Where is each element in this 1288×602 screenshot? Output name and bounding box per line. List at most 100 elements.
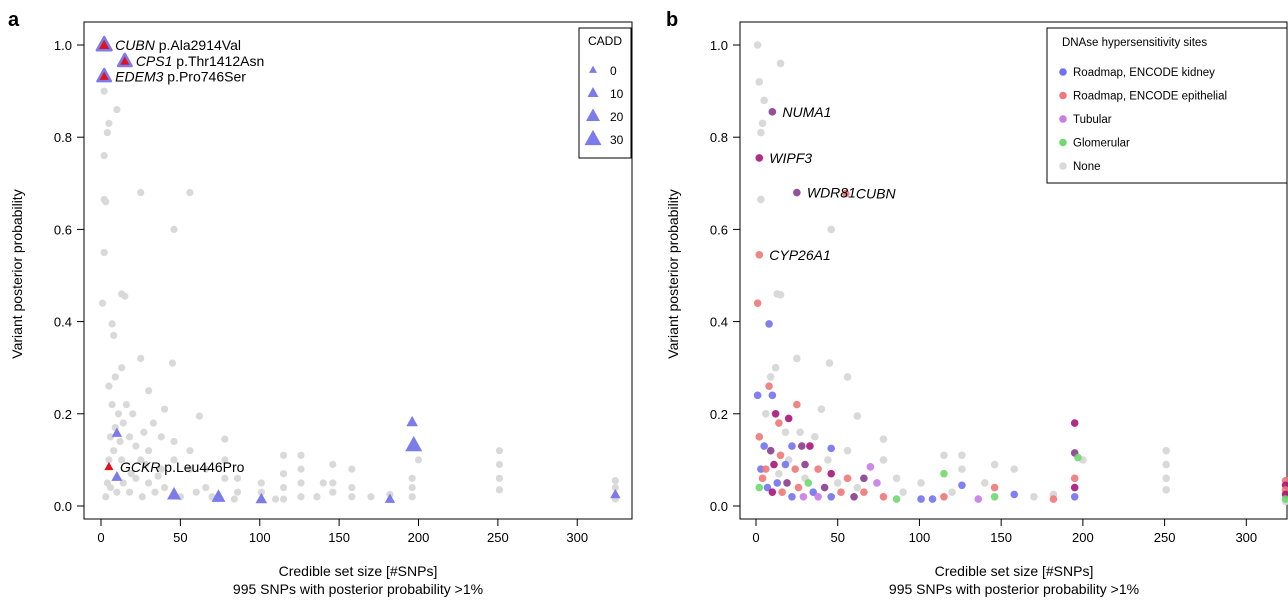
data-point-grey — [348, 465, 356, 473]
data-point-grey — [495, 474, 504, 482]
data-point-kidney — [753, 391, 762, 400]
data-point-grey — [611, 483, 619, 492]
legend-label-a: 10 — [610, 87, 624, 101]
data-point-tubular — [866, 463, 875, 471]
data-point-none — [753, 41, 762, 49]
data-point-grey — [186, 465, 194, 473]
y-tick-label-a: 0.4 — [54, 315, 72, 330]
data-point-kidney — [827, 444, 835, 453]
data-point-grey — [140, 428, 148, 436]
panel-tag-b: b — [666, 9, 678, 31]
data-point-grey — [495, 447, 504, 455]
data-point-grey — [105, 382, 113, 390]
data-point-grey — [170, 437, 178, 446]
data-point-grey — [132, 474, 140, 482]
legend-label-a: 0 — [610, 64, 617, 78]
data-point-grey — [100, 152, 108, 160]
data-point-tubular — [799, 492, 808, 501]
data-point-none — [853, 483, 862, 492]
data-point-tubular — [974, 495, 983, 503]
data-point-kidney — [773, 479, 782, 487]
data-point-grey — [137, 354, 145, 363]
legend-symbol-b — [1059, 115, 1067, 123]
xlabel-b: Credible set size [#SNPs] — [935, 563, 1094, 579]
data-point-epithelial — [776, 451, 785, 460]
data-point-none — [981, 479, 989, 487]
data-point-epithelial — [794, 483, 803, 492]
panel-b: b Credible set size [#SNPs] 995 SNPs wit… — [665, 9, 1288, 597]
data-point-coding — [111, 471, 123, 481]
data-point-kidney — [768, 391, 777, 400]
data-point-grey — [170, 456, 178, 464]
data-point-grey — [110, 331, 118, 340]
data-point-grey — [329, 488, 337, 496]
legend-symbol-b — [1059, 162, 1067, 170]
data-point-none — [958, 465, 966, 473]
x-tick-label-b: 150 — [990, 530, 1012, 545]
data-point-none — [824, 456, 832, 464]
annotation-a: EDEM3 p.Pro746Ser — [115, 68, 246, 84]
legend-label-b: Glomerular — [1073, 138, 1130, 150]
data-point-kidney — [809, 488, 818, 496]
data-point-grey — [186, 447, 194, 455]
data-point-epithelial — [842, 189, 850, 198]
data-point-none — [917, 479, 925, 487]
data-point-magenta — [771, 410, 780, 418]
data-point-purple_dark — [768, 108, 777, 116]
data-point-coding — [405, 435, 423, 452]
data-point-grey — [154, 472, 162, 480]
data-point-epithelial — [1070, 474, 1079, 483]
data-point-none — [793, 354, 801, 363]
y-tick-label-b: 1.0 — [710, 38, 728, 53]
data-point-grey — [145, 387, 153, 395]
data-point-grey — [367, 493, 375, 501]
data-point-epithelial — [758, 474, 767, 483]
data-point-grey — [157, 465, 165, 473]
data-point-grey — [100, 248, 108, 257]
data-point-kidney — [827, 492, 835, 501]
x-tick-label-a: 300 — [566, 530, 588, 545]
data-point-grey — [119, 419, 127, 427]
y-tick-label-b: 0.0 — [710, 499, 728, 514]
annotation-b: WIPF3 — [769, 150, 812, 166]
data-point-epithelial — [762, 465, 770, 473]
data-point-purple_dark — [766, 446, 775, 455]
data-point-grey — [121, 292, 129, 300]
data-point-grey — [137, 456, 145, 464]
data-point-grey — [202, 465, 210, 473]
data-point-epithelial — [755, 433, 764, 441]
data-point-none — [817, 405, 826, 413]
data-point-grey — [186, 188, 194, 197]
data-point-grey — [100, 87, 108, 95]
data-point-grey — [221, 474, 229, 482]
data-point-grey — [279, 495, 288, 503]
legend-label-a: 30 — [610, 133, 624, 147]
data-point-none — [990, 460, 999, 469]
annotation-b: CUBN — [856, 185, 897, 201]
y-tick-label-a: 1.0 — [54, 38, 72, 53]
data-point-tubular — [814, 492, 822, 501]
legend-label-a: 20 — [610, 110, 624, 124]
data-point-grey — [257, 479, 265, 487]
data-point-grey — [279, 451, 288, 459]
data-point-none — [811, 433, 819, 441]
x-tick-label-a: 50 — [173, 530, 187, 545]
legend-label-b: Tubular — [1073, 114, 1112, 126]
data-point-grey — [297, 493, 305, 501]
y-tick-label-a: 0.0 — [54, 499, 72, 514]
data-point-magenta — [755, 154, 764, 162]
data-point-highlight — [96, 67, 113, 83]
data-point-kidney — [958, 481, 966, 490]
data-point-grey — [297, 465, 305, 473]
data-point-purple_dark — [820, 483, 829, 492]
data-point-grey — [151, 488, 159, 496]
data-point-grey — [125, 433, 134, 441]
data-point-grey — [297, 451, 305, 459]
data-point-kidney — [765, 320, 773, 328]
x-tick-label-b: 50 — [830, 530, 844, 545]
data-point-none — [755, 78, 764, 86]
data-point-coding — [255, 492, 268, 504]
data-point-grey — [105, 456, 113, 464]
data-point-kidney — [1070, 492, 1079, 501]
